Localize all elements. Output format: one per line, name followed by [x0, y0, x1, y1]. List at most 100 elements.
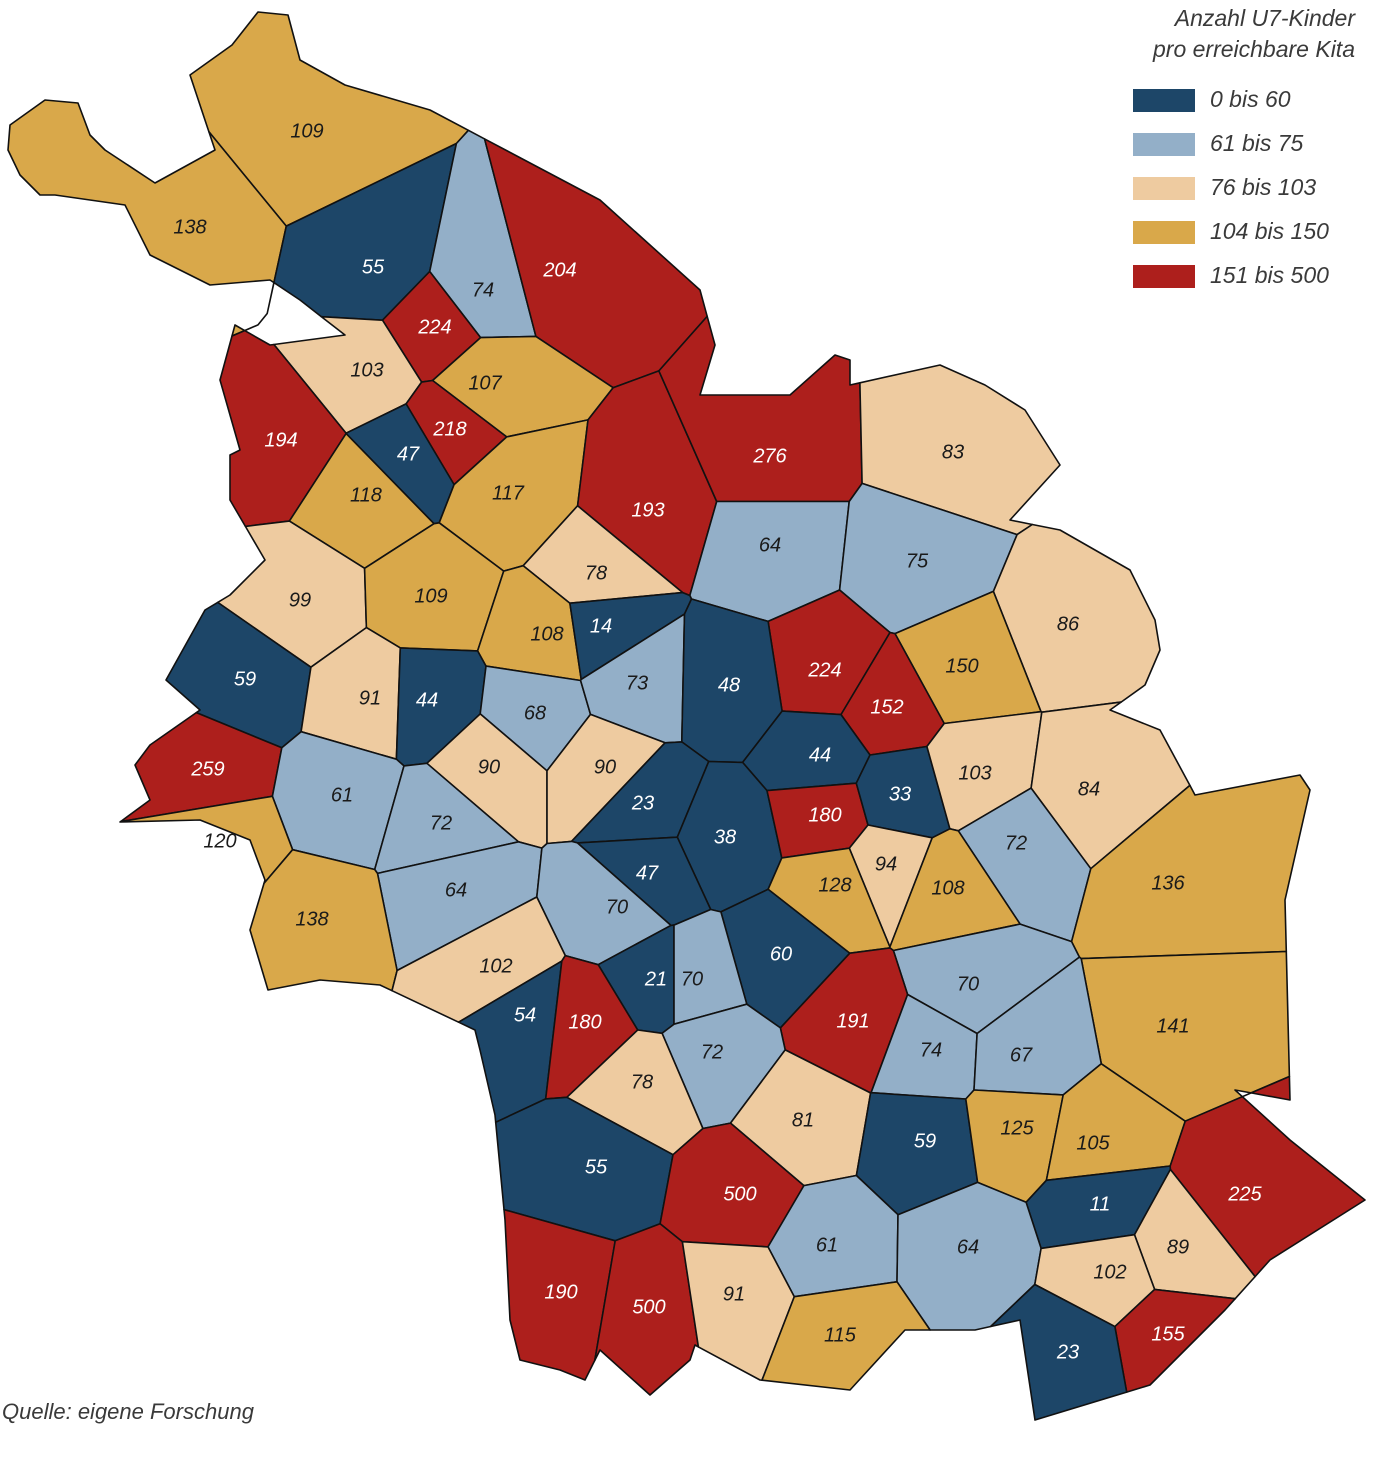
legend-label: 151 bis 500: [1210, 262, 1329, 288]
region-label: 72: [701, 1041, 723, 1063]
legend-title: Anzahl U7-Kinder: [1173, 5, 1357, 31]
region-label: 91: [723, 1283, 745, 1305]
region: [594, 1223, 700, 1396]
region-label: 105: [1076, 1132, 1110, 1154]
region-label: 180: [808, 804, 841, 826]
legend-swatch: [1133, 177, 1195, 200]
region-label: 23: [1056, 1341, 1079, 1363]
region-label: 64: [759, 534, 781, 556]
region-label: 61: [816, 1234, 838, 1256]
region-label: 108: [931, 877, 964, 899]
legend-title: pro erreichbare Kita: [1152, 36, 1355, 62]
region-label: 78: [631, 1071, 653, 1093]
region-label: 61: [331, 784, 353, 806]
region-label: 180: [568, 1011, 601, 1033]
region-label: 224: [807, 659, 841, 681]
region-label: 118: [350, 484, 382, 506]
region-label: 70: [957, 973, 979, 995]
region-label: 89: [1167, 1236, 1189, 1258]
region-label: 74: [920, 1039, 942, 1061]
region-label: 99: [289, 589, 311, 611]
regions: [7, 11, 1366, 1421]
source-note: Quelle: eigene Forschung: [2, 1399, 255, 1424]
region-label: 108: [530, 623, 563, 645]
region-label: 84: [1078, 778, 1100, 800]
legend-label: 76 bis 103: [1210, 174, 1316, 200]
region-label: 70: [681, 968, 703, 990]
region-label: 107: [468, 372, 502, 394]
region: [989, 1283, 1128, 1421]
region-label: 109: [414, 585, 447, 607]
region-label: 102: [479, 955, 512, 977]
region-label: 102: [1093, 1261, 1126, 1283]
region-label: 128: [818, 874, 851, 896]
region: [249, 848, 398, 992]
region-label: 14: [590, 615, 612, 637]
region-label: 94: [875, 853, 897, 875]
region-label: 117: [492, 482, 525, 504]
region-label: 44: [809, 744, 831, 766]
region-label: 83: [942, 441, 964, 463]
region-label: 150: [945, 655, 978, 677]
region: [1169, 1075, 1366, 1278]
region-label: 191: [836, 1010, 869, 1032]
region-label: 500: [632, 1296, 665, 1318]
region-label: 224: [417, 316, 451, 338]
region-label: 73: [626, 672, 648, 694]
legend-label: 61 bis 75: [1210, 130, 1304, 156]
region-label: 59: [914, 1130, 936, 1152]
region-label: 141: [1156, 1015, 1189, 1037]
region-label: 103: [350, 359, 383, 381]
region-label: 204: [542, 259, 576, 281]
region-label: 60: [770, 943, 792, 965]
region-label: 259: [190, 758, 224, 780]
legend-swatch: [1133, 221, 1195, 244]
region-label: 47: [636, 862, 659, 884]
region-label: 67: [1010, 1044, 1033, 1066]
region-label: 225: [1227, 1183, 1262, 1205]
region-label: 152: [870, 696, 903, 718]
region-label: 190: [544, 1281, 577, 1303]
region-label: 47: [397, 443, 420, 465]
region-label: 90: [594, 756, 616, 778]
region-label: 193: [631, 499, 664, 521]
region-label: 155: [1151, 1323, 1185, 1345]
region-label: 136: [1151, 872, 1185, 894]
region-label: 500: [723, 1183, 756, 1205]
region-label: 70: [606, 896, 628, 918]
region-label: 125: [1000, 1117, 1034, 1139]
region: [761, 1281, 931, 1391]
region-label: 138: [295, 908, 328, 930]
legend-label: 104 bis 150: [1210, 218, 1329, 244]
region-label: 64: [445, 879, 467, 901]
region-label: 55: [585, 1156, 608, 1178]
region-label: 74: [472, 279, 494, 301]
legend-swatch: [1133, 265, 1195, 288]
region-label: 78: [585, 562, 607, 584]
region-label: 72: [1005, 832, 1027, 854]
region-label: 72: [430, 812, 452, 834]
region-label: 55: [362, 256, 385, 278]
region-label: 64: [957, 1236, 979, 1258]
region: [7, 99, 288, 337]
legend-swatch: [1133, 133, 1195, 156]
region-label: 44: [416, 689, 438, 711]
region: [992, 523, 1161, 713]
region-label: 91: [359, 687, 381, 709]
region-label: 120: [203, 830, 236, 852]
legend: 0 bis 60 61 bis 75 76 bis 103 104 bis 150 15…: [1133, 86, 1329, 288]
region-label: 115: [824, 1324, 857, 1346]
region: [119, 795, 294, 885]
region-label: 21: [644, 968, 667, 990]
region-label: 138: [173, 216, 206, 238]
region-label: 33: [889, 783, 911, 805]
region-label: 276: [752, 445, 787, 467]
region-label: 103: [958, 762, 991, 784]
region-label: 109: [290, 120, 323, 142]
region: [503, 1208, 616, 1381]
legend-swatch: [1133, 89, 1195, 112]
